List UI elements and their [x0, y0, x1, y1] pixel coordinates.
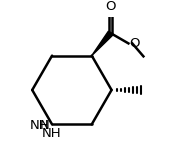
- Text: O: O: [129, 37, 140, 50]
- Text: N: N: [40, 119, 50, 132]
- Polygon shape: [92, 31, 113, 56]
- Text: O: O: [105, 0, 116, 13]
- Text: NH: NH: [30, 119, 50, 132]
- Text: NH: NH: [42, 127, 62, 140]
